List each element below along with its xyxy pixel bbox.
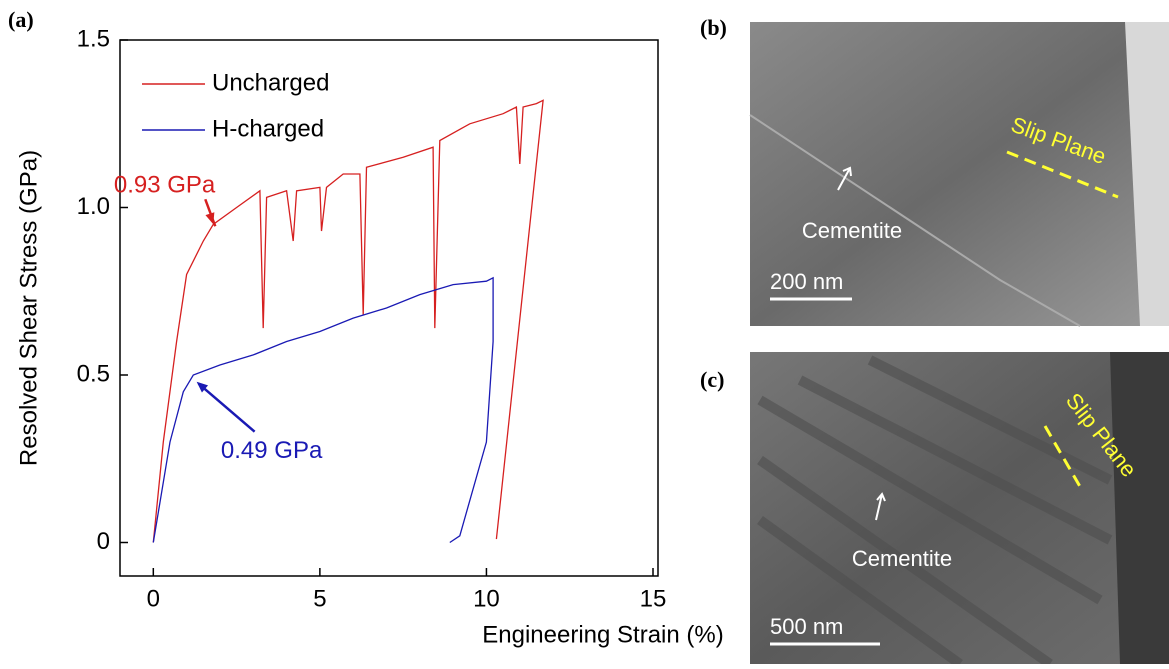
series-line <box>153 100 543 542</box>
annotation-arrow <box>199 384 255 432</box>
annotation: 0.49 GPa <box>221 437 323 464</box>
y-tick-label: 0 <box>97 528 110 555</box>
y-tick-label: 1.0 <box>77 193 110 220</box>
x-axis-label: Engineering Strain (%) <box>482 621 723 648</box>
x-tick-label: 10 <box>473 585 500 612</box>
y-tick-label: 1.5 <box>77 25 110 52</box>
plot-frame <box>120 40 658 576</box>
x-tick-label: 5 <box>313 585 326 612</box>
legend-label: Uncharged <box>212 69 329 96</box>
annotation: 0.93 GPa <box>114 172 216 199</box>
y-axis-label: Resolved Shear Stress (GPa) <box>15 150 42 466</box>
arrow-head <box>205 212 214 224</box>
x-tick-label: 15 <box>640 585 667 612</box>
edge <box>1110 352 1169 664</box>
panel-label: (a) <box>8 7 34 32</box>
panel-label: (b) <box>700 15 727 40</box>
figure: (a) Engineering Strain (%) Resolved Shea… <box>0 0 1169 664</box>
phase-label: Cementite <box>802 218 902 243</box>
y-tick-label: 0.5 <box>77 360 110 387</box>
series-line <box>153 278 493 543</box>
scale-label: 500 nm <box>770 614 843 639</box>
x-tick-label: 0 <box>147 585 160 612</box>
phase-label: Cementite <box>852 546 952 571</box>
legend-label: H-charged <box>212 115 324 142</box>
panel-label: (c) <box>700 367 724 392</box>
scale-label: 200 nm <box>770 269 843 294</box>
